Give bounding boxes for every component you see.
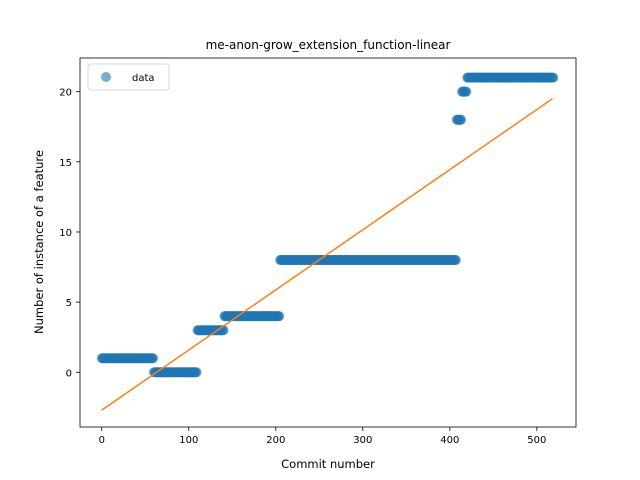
x-axis-label: Commit number [281, 457, 375, 471]
fit-line-group [101, 98, 553, 411]
legend-label: data [132, 73, 155, 84]
data-point [456, 114, 467, 125]
legend: data [87, 63, 170, 91]
data-point [148, 353, 159, 364]
data-point [461, 86, 472, 97]
y-tick-label: 5 [66, 298, 72, 309]
fit-line [101, 98, 553, 411]
data-point [191, 367, 202, 378]
legend-marker [101, 72, 111, 82]
data-point [274, 311, 285, 322]
legend-frame [87, 63, 170, 91]
x-tick-label: 300 [353, 435, 372, 446]
y-tick-label: 15 [59, 158, 72, 169]
y-tick-label: 0 [66, 368, 72, 379]
x-tick-label: 500 [527, 435, 546, 446]
x-tick-label: 400 [440, 435, 459, 446]
chart-title: me-anon-grow_extension_function-linear [206, 38, 451, 52]
data-point [548, 72, 559, 83]
x-tick-label: 0 [99, 435, 105, 446]
x-tick-label: 100 [179, 435, 198, 446]
y-tick-label: 10 [59, 228, 72, 239]
y-tick-label: 20 [59, 88, 72, 99]
x-tick-label: 200 [266, 435, 285, 446]
y-axis-label: Number of instance of a feature [32, 150, 46, 334]
axes-frame [79, 57, 577, 428]
data-point [450, 255, 461, 266]
data-points [96, 72, 559, 378]
y-axis: 0 5 10 15 20 [59, 88, 80, 379]
x-axis: 0 100 200 300 400 500 [99, 427, 546, 446]
plot-area [79, 57, 577, 428]
